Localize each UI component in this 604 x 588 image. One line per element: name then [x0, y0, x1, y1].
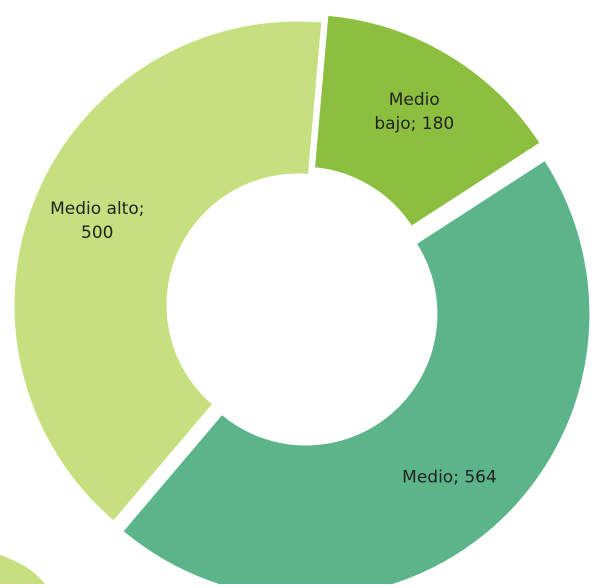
donut-segment: [11, 18, 325, 525]
plot-area: Medio bajo; 180 Medio; 564 Medio alto; 500: [11, 12, 593, 588]
donut-segment: [311, 12, 544, 230]
donut-segment: [119, 157, 593, 588]
data-label-line: bajo; 180: [374, 114, 454, 134]
data-label: Medio bajo; 180: [374, 90, 454, 134]
data-label-line: Medio alto;: [50, 199, 144, 219]
data-label-line: Medio; 564: [402, 467, 497, 487]
data-label: Medio; 564: [402, 467, 497, 487]
data-label: Medio alto; 500: [50, 199, 144, 243]
data-label-line: Medio: [389, 90, 440, 110]
data-label-line: 500: [81, 223, 113, 243]
partial-shape: [0, 555, 45, 584]
